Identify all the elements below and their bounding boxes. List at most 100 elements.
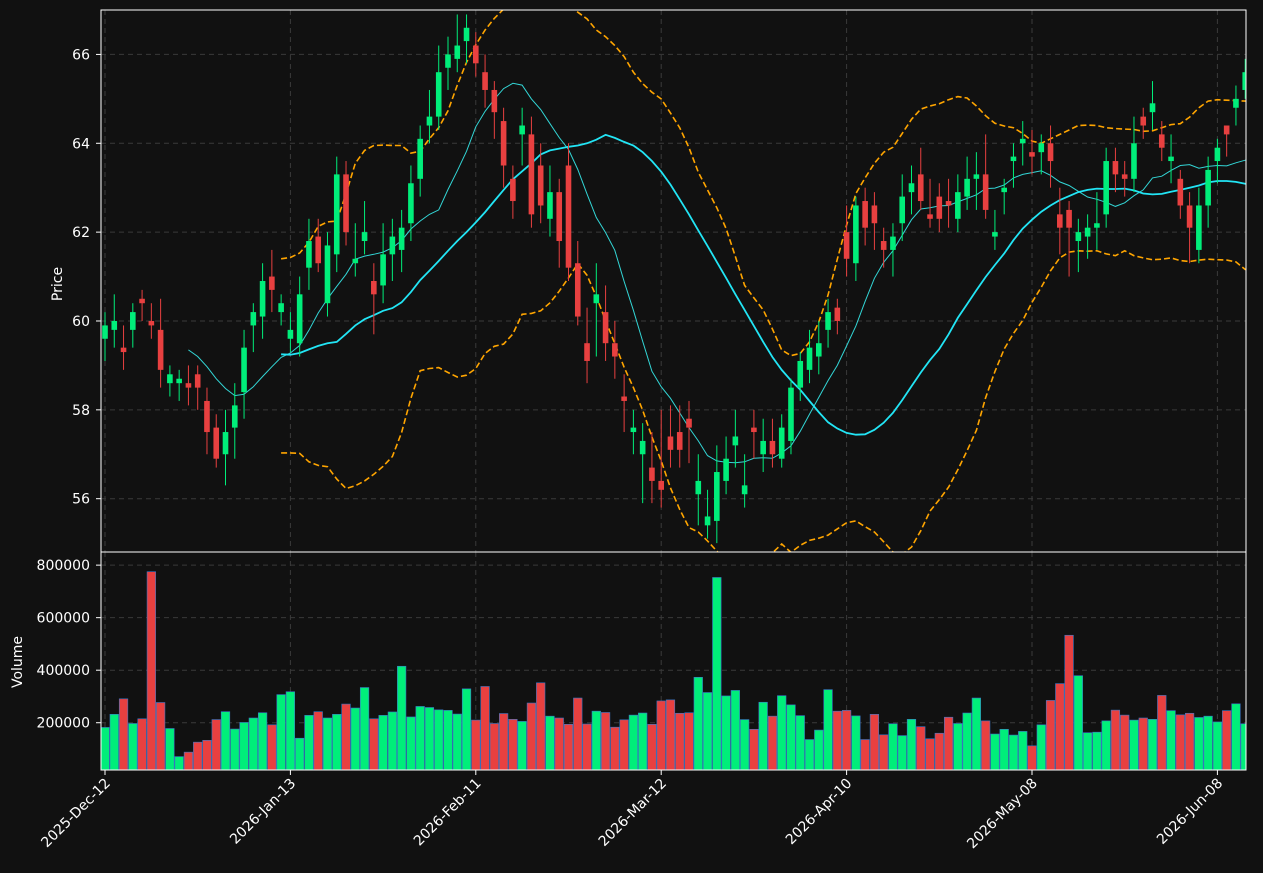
volume-bar (804, 739, 815, 770)
volume-bar (1184, 712, 1195, 770)
candle-body (528, 134, 535, 215)
volume-bar (573, 697, 583, 770)
volume-bar (665, 699, 676, 770)
candle-body (259, 281, 266, 317)
candle (519, 107, 525, 166)
candle-body (343, 174, 349, 233)
volume-bar (211, 719, 221, 770)
candle (732, 409, 739, 468)
candle (769, 418, 776, 468)
candle-body (473, 45, 479, 64)
candle-body (547, 192, 553, 219)
candle (1205, 156, 1211, 228)
candle-body (945, 201, 952, 206)
candle-body (287, 329, 294, 339)
candle-body (612, 343, 618, 357)
price-tick-label: 66 (72, 47, 90, 63)
candle (815, 320, 822, 375)
volume-bar (869, 714, 880, 770)
volume-bar (118, 698, 129, 770)
volume-bar (508, 719, 518, 770)
candle (890, 223, 896, 277)
volume-bar (220, 711, 231, 770)
candle-body (732, 436, 739, 446)
candle-body (139, 298, 145, 304)
volume-bar (434, 709, 444, 770)
candle (556, 178, 563, 268)
candle-body (574, 263, 581, 317)
candle-body (278, 303, 284, 313)
volume-bar (137, 718, 147, 770)
volume-bar (860, 739, 870, 770)
volume-bar (582, 723, 592, 770)
candle-body (1196, 205, 1202, 250)
candle-body (398, 227, 405, 250)
candle-body (1214, 147, 1221, 162)
candle (741, 454, 748, 508)
candle-body (584, 343, 590, 361)
candle-body (1177, 178, 1184, 206)
volume-bar (1129, 719, 1139, 770)
candle (250, 303, 257, 353)
volume-bar (730, 690, 740, 770)
volume-bar (369, 718, 379, 770)
candle (908, 165, 915, 215)
candle (945, 178, 952, 228)
candle (1001, 178, 1007, 215)
volume-bar (397, 665, 407, 770)
volume-bar (536, 682, 546, 770)
candle-body (250, 312, 257, 326)
volume-bar (888, 723, 898, 770)
volume-bar (1018, 731, 1028, 770)
candle-body (1158, 134, 1165, 148)
candle (389, 218, 396, 281)
volume-axis-label: Volume (10, 636, 26, 688)
candle-body (853, 205, 859, 264)
candle (482, 54, 488, 108)
candle (602, 285, 609, 361)
candle (1242, 58, 1246, 99)
candle-body (222, 432, 229, 455)
candle-body (621, 396, 627, 401)
candle (352, 223, 359, 277)
candle-body (537, 165, 544, 206)
volume-bar (897, 735, 907, 770)
volume-bar (1110, 709, 1121, 770)
volume-bar (174, 756, 184, 770)
candle-body (241, 347, 247, 393)
candle-body (797, 360, 804, 388)
candle (723, 436, 729, 495)
candle-body (463, 27, 470, 42)
candle (973, 152, 980, 210)
candle (435, 45, 442, 130)
volume-bar (1027, 745, 1037, 770)
volume-bar (693, 676, 703, 770)
candle-body (1168, 156, 1174, 162)
candle (1149, 81, 1156, 130)
candle-body (890, 236, 896, 250)
volume-bar (443, 710, 453, 770)
volume-bar (156, 702, 166, 770)
volume-bar (777, 695, 787, 770)
candle (760, 418, 766, 473)
candle-body (371, 281, 377, 295)
candle (528, 116, 535, 228)
candle (324, 232, 331, 317)
candle-body (769, 440, 776, 455)
candle (899, 174, 906, 242)
volume-bar (600, 712, 611, 770)
volume-bar (1194, 717, 1204, 770)
volume-bar (313, 711, 323, 770)
volume-bar (415, 706, 425, 770)
volume-bar (526, 702, 537, 770)
volume-bar (1083, 732, 1093, 770)
candle-body (269, 276, 275, 290)
candle (667, 405, 674, 468)
candle-body (333, 174, 340, 255)
candle (1010, 143, 1017, 188)
volume-bar (359, 687, 370, 770)
candle (417, 125, 423, 197)
candle (797, 352, 804, 401)
candle-body (1205, 169, 1211, 206)
candle-body (167, 374, 173, 384)
